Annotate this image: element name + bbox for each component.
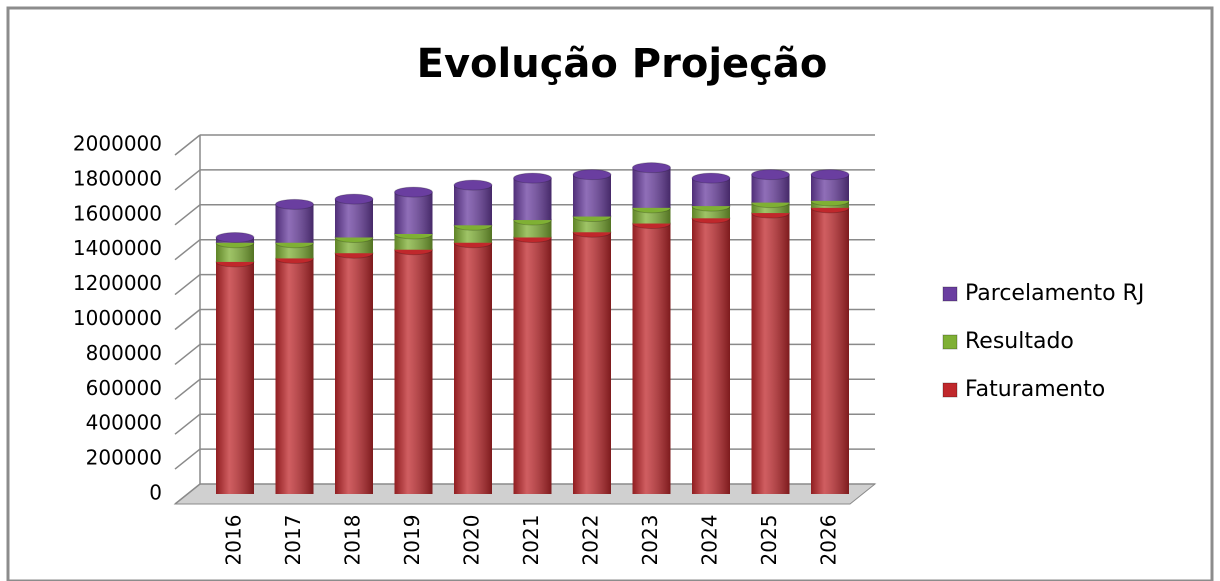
bar-cap (572, 169, 612, 181)
y-tick-label: 1000000 (73, 306, 162, 330)
legend-swatch (942, 286, 958, 302)
bar-shade (751, 213, 790, 494)
bar-shade (692, 218, 730, 495)
x-tick-label: 2022 (579, 515, 603, 566)
bar-shade (454, 242, 492, 494)
x-tick-label: 2024 (698, 515, 722, 566)
y-tick-label: 1800000 (73, 166, 162, 190)
grid-line (174, 239, 201, 261)
x-tick-label: 2025 (757, 515, 781, 566)
grid-line (174, 343, 201, 365)
x-tick-label: 2017 (281, 515, 305, 566)
bar-shade (573, 174, 611, 217)
legend-label: Faturamento (965, 377, 1105, 402)
x-tick-label: 2016 (222, 515, 246, 566)
bar-cap (632, 162, 671, 174)
bar-cap (334, 193, 374, 205)
grid-line (174, 378, 201, 400)
grid-line (174, 169, 201, 191)
bar-shade (216, 261, 254, 494)
bar-shade (632, 167, 671, 208)
y-tick-label: 200000 (86, 446, 162, 470)
grid-line (174, 274, 201, 296)
x-tick-label: 2019 (400, 515, 424, 566)
bar-shade (513, 237, 552, 495)
bar-shade (454, 225, 492, 243)
bar-shade (394, 192, 433, 234)
x-tick-label: 2026 (817, 515, 841, 566)
x-tick-label: 2023 (638, 515, 662, 566)
grid-line (174, 134, 201, 156)
grid-line (174, 308, 201, 331)
y-tick-label: 2000000 (73, 132, 162, 156)
bar-shade (811, 207, 849, 494)
bar-shade (751, 202, 790, 214)
grid-line (174, 204, 201, 226)
grid-line (174, 413, 201, 435)
bar-cap (751, 169, 790, 181)
x-tick-label: 2021 (519, 515, 543, 566)
y-tick-label: 1600000 (73, 201, 162, 225)
bar-shade (632, 223, 671, 494)
bar-cap (275, 198, 314, 210)
x-tick-label: 2018 (341, 515, 365, 566)
bar-shade (335, 199, 373, 238)
x-tick-label: 2020 (460, 515, 484, 566)
bar-cap (691, 172, 731, 184)
y-tick-label: 600000 (86, 376, 162, 400)
y-tick-label: 800000 (86, 341, 162, 365)
bar-cap (215, 231, 255, 243)
legend-label: Parcelamento RJ (965, 281, 1144, 306)
chart-title: Evolução Projeção (417, 41, 828, 87)
grid-line (174, 448, 201, 470)
y-tick-label: 400000 (86, 411, 162, 435)
y-tick-label: 1400000 (73, 236, 162, 260)
bar-cap (394, 186, 433, 198)
bar-shade (275, 258, 314, 494)
bar-cap (810, 169, 850, 181)
bar-cap (513, 172, 552, 184)
bar-shade (394, 249, 433, 494)
legend-swatch (942, 334, 958, 350)
bar-shade (573, 232, 611, 494)
legend-swatch (942, 382, 958, 398)
bar-shade (454, 185, 492, 226)
bar-shade (513, 220, 552, 238)
bar-shade (513, 178, 552, 221)
grid-line (174, 483, 201, 505)
legend-label: Resultado (965, 329, 1074, 354)
bar-cap (453, 179, 493, 191)
y-tick-label: 0 (149, 481, 162, 505)
bar-shade (335, 253, 373, 494)
bar-shade (275, 204, 314, 243)
y-tick-label: 1200000 (73, 271, 162, 295)
bar-shade (216, 242, 254, 262)
